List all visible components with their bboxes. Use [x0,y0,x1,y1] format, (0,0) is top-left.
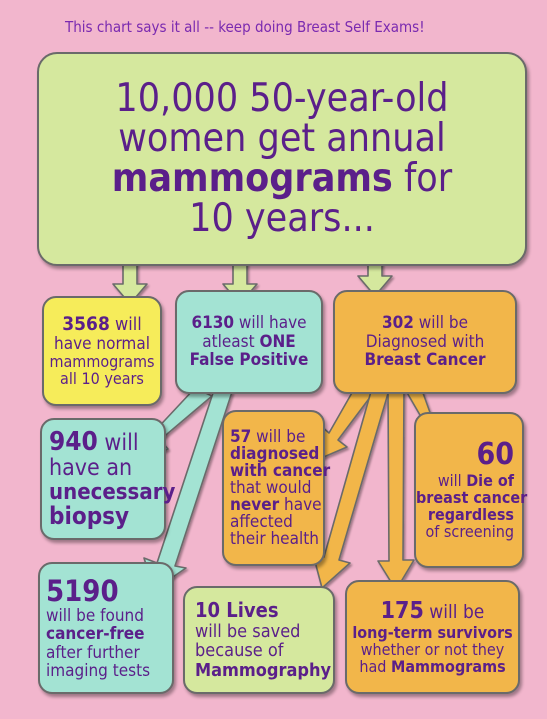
mammograms-emphasis: mammograms [111,156,393,201]
normal-mammograms-box: 3568 will have normal mammograms all 10 … [42,296,162,406]
survivors-count: 175 [380,597,424,624]
false-positive-count: 6130 [191,313,235,334]
long-term-survivors-box: 175 will be long-term survivors whether … [345,580,520,694]
header-note: This chart says it all -- keep doing Bre… [65,18,425,36]
biopsy-box: 940 will have an unecessary biopsy [40,418,175,540]
population-line-3-rest: for [392,156,453,201]
die-of-cancer-box: 60 will Die of breast cancer regardless … [414,412,527,568]
die-count: 60 [476,437,514,473]
population-box: 10,000 50-year-old women get annual mamm… [37,52,527,266]
population-line-4: 10 years... [189,195,375,241]
arrow-to-survivors [377,386,415,591]
overdiagnosis-count: 57 [230,426,252,447]
lives-saved-box: 10 Lives will be saved because of Mammog… [183,586,335,694]
population-line-2: women get annual [118,116,446,162]
normal-count: 3568 [62,313,110,336]
population-line-1: 10,000 50-year-old [115,76,449,122]
false-positive-box: 6130 will have atleast ONE False Positiv… [175,290,323,394]
cancer-free-count: 5190 [46,573,119,608]
overdiagnosis-box: 57 will be diagnosed with cancer that wo… [222,410,330,566]
diagnosed-count: 302 [381,313,414,334]
lives-saved-count: 10 Lives [195,598,279,623]
cancer-free-box: 5190 will be found cancer-free after fur… [38,562,174,694]
diagnosed-box: 302 will be Diagnosed with Breast Cancer [333,290,517,394]
biopsy-count: 940 [49,426,98,457]
